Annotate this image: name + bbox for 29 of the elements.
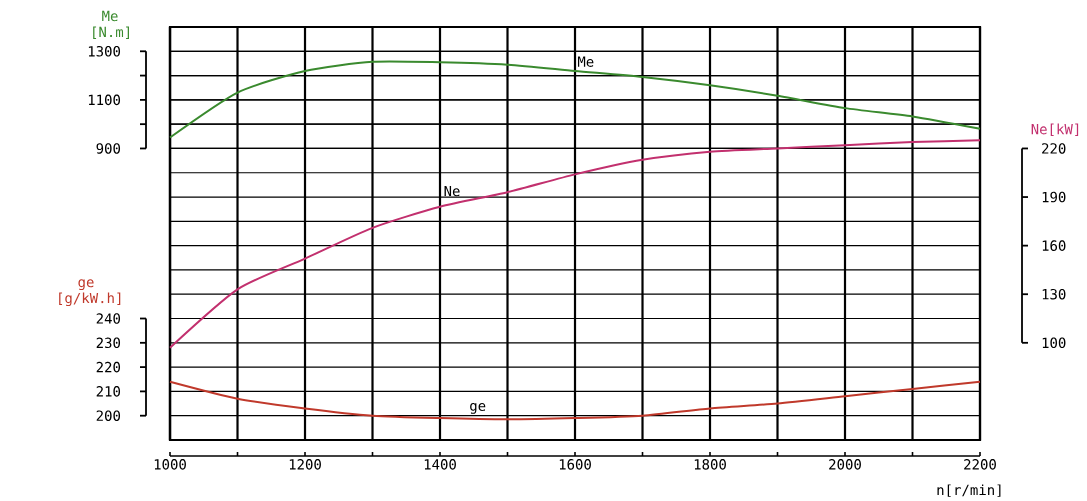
x-tick-label: 1600: [559, 459, 591, 470]
series-label: Me: [577, 56, 594, 67]
y3-tick-label: 210: [96, 386, 121, 397]
x-tick-label: 1400: [424, 459, 456, 470]
y3-axis-title: ge [g/kW.h]: [59, 279, 121, 307]
x-tick-label: 1000: [154, 459, 186, 470]
y3-tick-label: 200: [96, 410, 121, 421]
x-axis-title: n[r/min]: [937, 484, 1001, 497]
y3-tick-label: 220: [96, 361, 121, 373]
x-tick-label: 2200: [964, 459, 996, 470]
y3-tick-label: 230: [96, 337, 121, 349]
y2-tick-label: 160: [1042, 240, 1066, 251]
y-tick-label: 1100: [88, 94, 121, 106]
y-axis-title: Me [N.m]: [93, 10, 129, 39]
line-series: [169, 139, 982, 349]
line-series: [169, 380, 982, 421]
x-tick-label: 1200: [289, 459, 321, 470]
y2-tick-label: 100: [1042, 337, 1066, 349]
x-tick-label: 1800: [694, 459, 726, 470]
y2-tick-label: 220: [1042, 143, 1066, 154]
y-tick-label: 900: [96, 143, 121, 154]
y2-tick-label: 130: [1042, 288, 1066, 300]
x-tick-label: 2000: [829, 459, 861, 470]
series-label: Ne: [444, 185, 460, 197]
series-label: ge: [470, 402, 486, 414]
y3-tick-label: 240: [96, 313, 121, 324]
y2-axis-title: Ne[kW]: [1031, 123, 1079, 137]
y2-tick-label: 190: [1042, 191, 1066, 203]
y-tick-label: 1300: [88, 46, 121, 57]
